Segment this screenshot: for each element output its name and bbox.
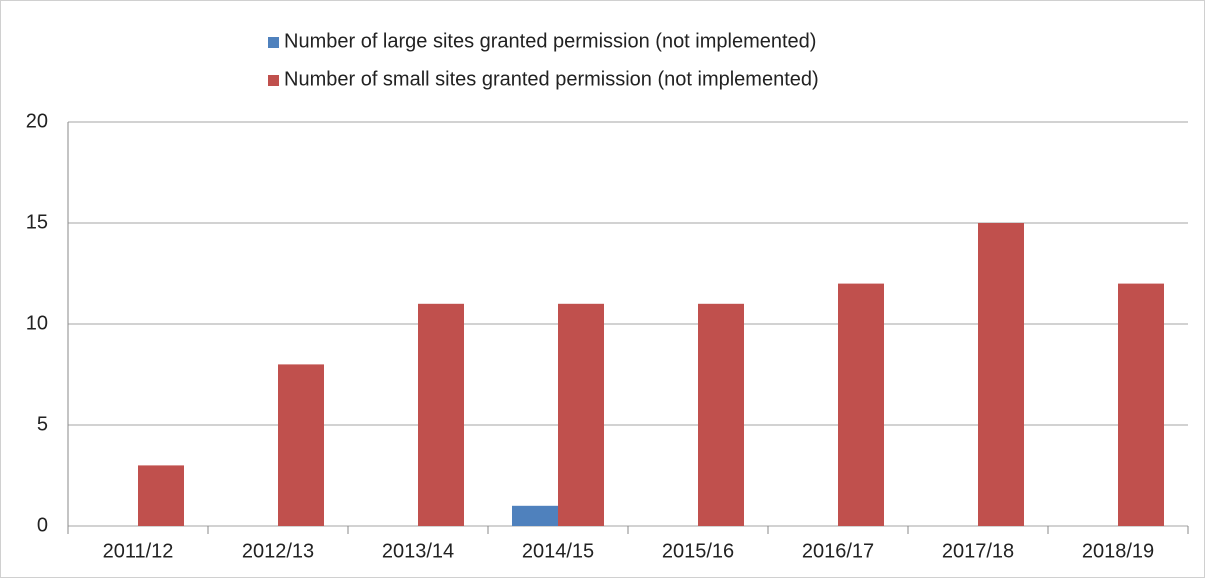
bar <box>138 465 184 526</box>
bar <box>278 364 324 526</box>
y-tick-label: 0 <box>37 514 48 536</box>
x-tick-label: 2014/15 <box>522 540 594 562</box>
x-tick-label: 2018/19 <box>1082 540 1154 562</box>
x-tick-label: 2016/17 <box>802 540 874 562</box>
legend-marker <box>268 37 279 48</box>
bar <box>838 283 884 526</box>
bar <box>512 505 558 526</box>
y-tick-label: 10 <box>26 312 48 334</box>
x-tick-label: 2012/13 <box>242 540 314 562</box>
bar <box>978 223 1024 526</box>
bar <box>698 303 744 526</box>
y-tick-label: 5 <box>37 413 48 435</box>
x-tick-label: 2013/14 <box>382 540 454 562</box>
legend-label: Number of small sites granted permission… <box>284 68 819 90</box>
legend-marker <box>268 75 279 86</box>
x-tick-label: 2017/18 <box>942 540 1014 562</box>
bar <box>418 303 464 526</box>
y-tick-label: 20 <box>26 110 48 132</box>
y-tick-label: 15 <box>26 211 48 233</box>
x-tick-label: 2011/12 <box>103 540 174 562</box>
x-tick-label: 2015/16 <box>662 540 734 562</box>
bar <box>558 303 604 526</box>
bar <box>1118 283 1164 526</box>
legend-label: Number of large sites granted permission… <box>284 30 816 52</box>
